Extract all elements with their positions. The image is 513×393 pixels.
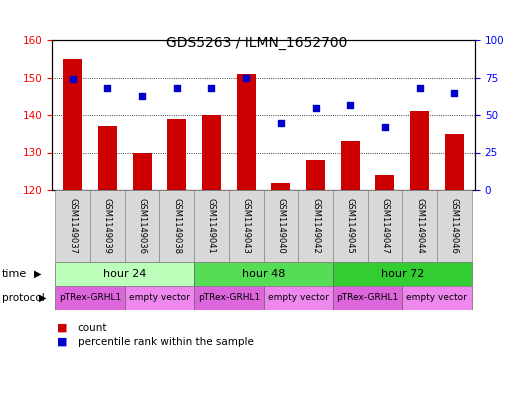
Text: ▶: ▶: [34, 269, 42, 279]
Point: [346, 101, 354, 108]
Point: [277, 119, 285, 126]
Bar: [445, 134, 464, 190]
Bar: [55, 190, 90, 262]
Bar: [402, 286, 471, 310]
Bar: [133, 152, 152, 190]
Bar: [160, 190, 194, 262]
Bar: [90, 190, 125, 262]
Bar: [125, 190, 160, 262]
Text: pTRex-GRHL1: pTRex-GRHL1: [337, 294, 399, 303]
Point: [381, 124, 389, 130]
Text: ▶: ▶: [39, 293, 46, 303]
Text: empty vector: empty vector: [129, 294, 190, 303]
Point: [311, 105, 320, 111]
Point: [173, 85, 181, 91]
Text: GSM1149038: GSM1149038: [172, 198, 181, 254]
Bar: [194, 286, 264, 310]
Bar: [98, 126, 117, 190]
Text: GSM1149036: GSM1149036: [137, 198, 147, 254]
Point: [416, 85, 424, 91]
Text: GSM1149039: GSM1149039: [103, 198, 112, 254]
Text: ■: ■: [57, 323, 68, 333]
Bar: [333, 286, 402, 310]
Text: GSM1149043: GSM1149043: [242, 198, 251, 254]
Bar: [236, 74, 255, 190]
Bar: [402, 190, 437, 262]
Bar: [264, 190, 298, 262]
Text: time: time: [2, 269, 27, 279]
Text: empty vector: empty vector: [406, 294, 467, 303]
Text: ■: ■: [57, 337, 68, 347]
Bar: [194, 190, 229, 262]
Text: empty vector: empty vector: [268, 294, 329, 303]
Text: GSM1149041: GSM1149041: [207, 198, 216, 254]
Text: GSM1149046: GSM1149046: [450, 198, 459, 254]
Text: hour 48: hour 48: [242, 269, 285, 279]
Text: GDS5263 / ILMN_1652700: GDS5263 / ILMN_1652700: [166, 36, 347, 50]
Text: GSM1149042: GSM1149042: [311, 198, 320, 254]
Bar: [410, 111, 429, 190]
Text: hour 24: hour 24: [103, 269, 147, 279]
Text: pTRex-GRHL1: pTRex-GRHL1: [198, 294, 260, 303]
Bar: [333, 262, 471, 286]
Text: GSM1149037: GSM1149037: [68, 198, 77, 254]
Text: GSM1149047: GSM1149047: [380, 198, 389, 254]
Text: pTRex-GRHL1: pTRex-GRHL1: [59, 294, 121, 303]
Bar: [167, 119, 186, 190]
Bar: [271, 182, 290, 190]
Point: [242, 74, 250, 81]
Bar: [298, 190, 333, 262]
Bar: [194, 262, 333, 286]
Bar: [341, 141, 360, 190]
Bar: [264, 286, 333, 310]
Bar: [202, 115, 221, 190]
Bar: [125, 286, 194, 310]
Text: percentile rank within the sample: percentile rank within the sample: [77, 337, 253, 347]
Text: count: count: [77, 323, 107, 333]
Bar: [333, 190, 367, 262]
Bar: [367, 190, 402, 262]
Bar: [63, 59, 83, 190]
Point: [207, 85, 215, 91]
Point: [104, 85, 112, 91]
Bar: [55, 286, 125, 310]
Bar: [55, 262, 194, 286]
Text: protocol: protocol: [2, 293, 45, 303]
Text: hour 72: hour 72: [381, 269, 424, 279]
Bar: [306, 160, 325, 190]
Bar: [437, 190, 471, 262]
Text: GSM1149045: GSM1149045: [346, 198, 354, 254]
Text: GSM1149044: GSM1149044: [415, 198, 424, 254]
Point: [450, 89, 458, 95]
Point: [69, 76, 77, 82]
Point: [138, 92, 146, 99]
Bar: [376, 175, 394, 190]
Text: GSM1149040: GSM1149040: [277, 198, 285, 254]
Bar: [229, 190, 264, 262]
